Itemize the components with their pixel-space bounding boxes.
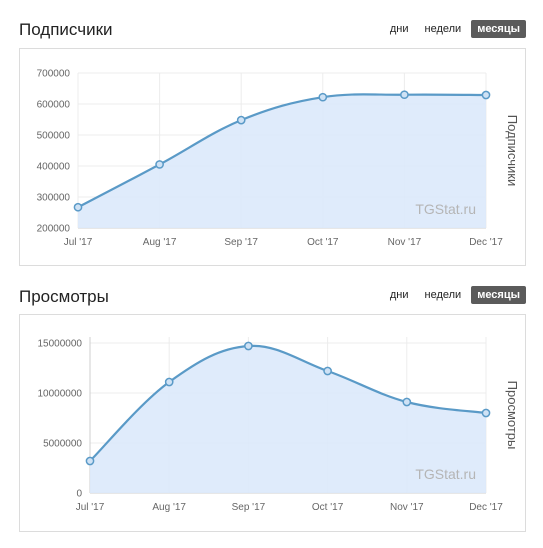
data-point (481, 408, 491, 418)
x-tick-label: Aug '17 (143, 237, 177, 248)
subscribers-section: Подписчики дни недели месяцы 200000 30000… (0, 0, 543, 270)
views-chart-panel: 0 5000000 10000000 15000000 Jul '17 Aug '17 Se… (19, 314, 526, 532)
subscribers-period-switch: дни недели месяцы (380, 20, 526, 38)
watermark: TGStat.ru (415, 201, 476, 217)
watermark: TGStat.ru (415, 466, 476, 482)
x-tick-label: Nov '17 (388, 237, 422, 248)
x-tick-label: Sep '17 (232, 502, 266, 513)
data-point (164, 377, 174, 387)
y-tick-label: 600000 (37, 100, 71, 111)
x-tick-label: Dec '17 (469, 237, 503, 248)
subscribers-chart: 200000 300000 400000 500000 600000 700000 Jul … (37, 69, 520, 249)
data-point (400, 90, 409, 100)
period-months-button[interactable]: месяцы (471, 20, 526, 38)
views-title: Просмотры (19, 287, 109, 306)
data-point (73, 202, 83, 212)
y-tick-label: 10000000 (38, 389, 83, 400)
x-tick-label: Dec '17 (469, 502, 503, 513)
period-weeks-button[interactable]: недели (424, 23, 462, 35)
x-tick-label: Jul '17 (76, 502, 105, 513)
period-weeks-button[interactable]: недели (424, 289, 462, 301)
data-point (318, 92, 328, 102)
y-tick-label: 5000000 (43, 439, 82, 450)
series-area (90, 345, 486, 493)
data-point (155, 160, 164, 169)
subscribers-chart-panel: 200000 300000 400000 500000 600000 700000 Jul … (19, 48, 526, 266)
x-tick-label: Oct '17 (312, 502, 344, 513)
period-days-button[interactable]: дни (389, 289, 409, 301)
data-point (244, 341, 253, 351)
y-tick-label: 700000 (37, 69, 71, 80)
data-point (236, 115, 246, 125)
series-line (77, 93, 487, 209)
views-section: Просмотры дни недели месяцы 0 5000000 1000… (0, 270, 543, 548)
y-axis-label: Просмотры (505, 381, 520, 450)
x-tick-label: Sep '17 (224, 237, 258, 248)
y-tick-label: 300000 (37, 193, 71, 204)
data-point (402, 397, 412, 407)
x-tick-label: Jul '17 (64, 237, 93, 248)
data-point (481, 90, 491, 100)
data-point (85, 456, 95, 466)
subscribers-title: Подписчики (19, 20, 113, 39)
period-months-button[interactable]: месяцы (471, 286, 526, 304)
y-tick-label: 15000000 (38, 339, 83, 350)
x-tick-label: Aug '17 (152, 502, 186, 513)
series-area (78, 94, 486, 228)
views-period-switch: дни недели месяцы (380, 286, 526, 304)
x-tick-label: Nov '17 (390, 502, 424, 513)
y-tick-label: 500000 (37, 131, 71, 142)
views-chart: 0 5000000 10000000 15000000 Jul '17 Aug '17 Se… (38, 337, 520, 513)
y-tick-label: 400000 (37, 162, 71, 173)
y-tick-label: 0 (76, 489, 82, 500)
x-tick-label: Oct '17 (307, 237, 339, 248)
y-tick-label: 200000 (37, 224, 71, 235)
period-days-button[interactable]: дни (389, 23, 409, 35)
data-point (323, 366, 332, 376)
y-axis-label: Подписчики (505, 115, 520, 187)
